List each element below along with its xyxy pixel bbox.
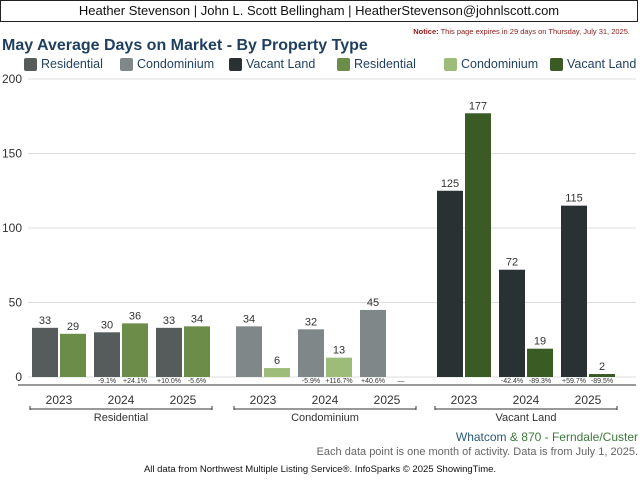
notice-label: Notice: xyxy=(413,27,439,36)
change-label: +40.6% xyxy=(361,378,385,385)
change-label: -5.9% xyxy=(302,378,320,385)
bar-value-label: 177 xyxy=(469,100,487,112)
year-label: 2024 xyxy=(513,393,540,407)
bar xyxy=(298,329,324,377)
legend-swatch xyxy=(337,58,350,71)
legend-swatch xyxy=(120,58,133,71)
bar-value-label: 29 xyxy=(67,321,79,333)
year-label: 2025 xyxy=(374,393,401,407)
data-source: All data from Northwest Multiple Listing… xyxy=(143,464,497,475)
change-label: +10.0% xyxy=(157,378,181,385)
location-sub: 870 - Ferndale/Custer xyxy=(521,430,638,444)
bar-chart: 0 50 100 150 200 33 29 2023 30 36 -9.1% +24.1% 2024 3… xyxy=(2,72,636,424)
bar xyxy=(94,332,120,377)
location-label: Whatcom & 870 - Ferndale/Custer xyxy=(456,430,638,444)
change-label: +59.7% xyxy=(562,378,586,385)
bar-value-label: 13 xyxy=(333,345,345,357)
change-label: -89.5% xyxy=(591,378,613,385)
bar-value-label: 32 xyxy=(305,316,317,328)
bar-value-label: 2 xyxy=(599,361,605,373)
bar-value-label: 36 xyxy=(129,310,141,322)
agent-header: Heather Stevenson | John L. Scott Bellin… xyxy=(0,0,638,22)
legend-label: Residential xyxy=(354,57,416,71)
group-label: Condominium xyxy=(291,412,359,424)
year-label: 2023 xyxy=(250,393,277,407)
bar xyxy=(326,357,352,377)
group-label: Vacant Land xyxy=(496,412,557,424)
expiry-notice: Notice: This page expires in 29 days on … xyxy=(413,27,630,36)
bar xyxy=(156,327,182,377)
change-label: +116.7% xyxy=(325,378,352,385)
bar-value-label: 33 xyxy=(39,315,51,327)
y-tick-label: 50 xyxy=(9,296,23,310)
year-label: 2023 xyxy=(451,393,478,407)
legend-label: Residential xyxy=(41,57,103,71)
legend-label: Condominium xyxy=(461,57,539,71)
change-label: -42.4% xyxy=(501,378,523,385)
year-label: 2023 xyxy=(46,393,73,407)
bar-value-label: 33 xyxy=(163,315,175,327)
bar xyxy=(589,374,615,377)
bar xyxy=(360,309,386,377)
y-tick-label: 150 xyxy=(2,147,22,161)
chart-legend: Residential Condominium Vacant Land Residen… xyxy=(24,57,637,73)
change-label: -89.3% xyxy=(529,378,551,385)
bar-value-label: 30 xyxy=(101,319,113,331)
change-label: -5.6% xyxy=(188,378,206,385)
y-tick-label: 0 xyxy=(15,370,22,384)
bar-value-label: 34 xyxy=(243,313,255,325)
year-label: 2025 xyxy=(170,393,197,407)
legend-label: Vacant Land xyxy=(567,57,637,71)
bar xyxy=(236,326,262,377)
legend-swatch xyxy=(229,58,242,71)
bar xyxy=(437,190,463,377)
legend-swatch xyxy=(550,58,563,71)
legend-label: Condominium xyxy=(137,57,215,71)
bar-value-label: 125 xyxy=(441,178,459,190)
location-amp: & xyxy=(509,430,518,444)
bar xyxy=(264,368,290,377)
y-tick-label: 100 xyxy=(2,221,22,235)
location-area: Whatcom xyxy=(455,430,507,444)
bar xyxy=(561,205,587,377)
year-label: 2024 xyxy=(108,393,135,407)
change-label: -9.1% xyxy=(98,378,116,385)
agent-line: Heather Stevenson | John L. Scott Bellin… xyxy=(78,3,560,18)
bar-value-label: 115 xyxy=(565,193,583,205)
bar-value-label: 72 xyxy=(506,257,518,269)
bar-value-label: 19 xyxy=(534,336,546,348)
year-label: 2025 xyxy=(575,393,602,407)
bar xyxy=(184,326,210,377)
bar xyxy=(499,269,525,377)
legend-swatch xyxy=(24,58,37,71)
bar-value-label: 6 xyxy=(274,355,280,367)
data-note: Each data point is one month of activity… xyxy=(316,446,638,458)
bar xyxy=(60,333,86,377)
legend-swatch xyxy=(444,58,457,71)
year-label: 2024 xyxy=(312,393,339,407)
legend-label: Vacant Land xyxy=(246,57,316,71)
change-label: — xyxy=(398,378,405,385)
bar-value-label: 34 xyxy=(191,313,203,325)
bar xyxy=(527,348,553,377)
chart-title: May Average Days on Market - By Property… xyxy=(2,37,368,54)
bar xyxy=(122,323,148,377)
group-label: Residential xyxy=(94,412,148,424)
y-tick-label: 200 xyxy=(2,72,22,86)
bar xyxy=(465,113,491,377)
change-label: +24.1% xyxy=(123,378,147,385)
bar-value-label: 45 xyxy=(367,297,379,309)
bar xyxy=(32,327,58,377)
notice-text: This page expires in 29 days on Thursday… xyxy=(440,27,630,36)
